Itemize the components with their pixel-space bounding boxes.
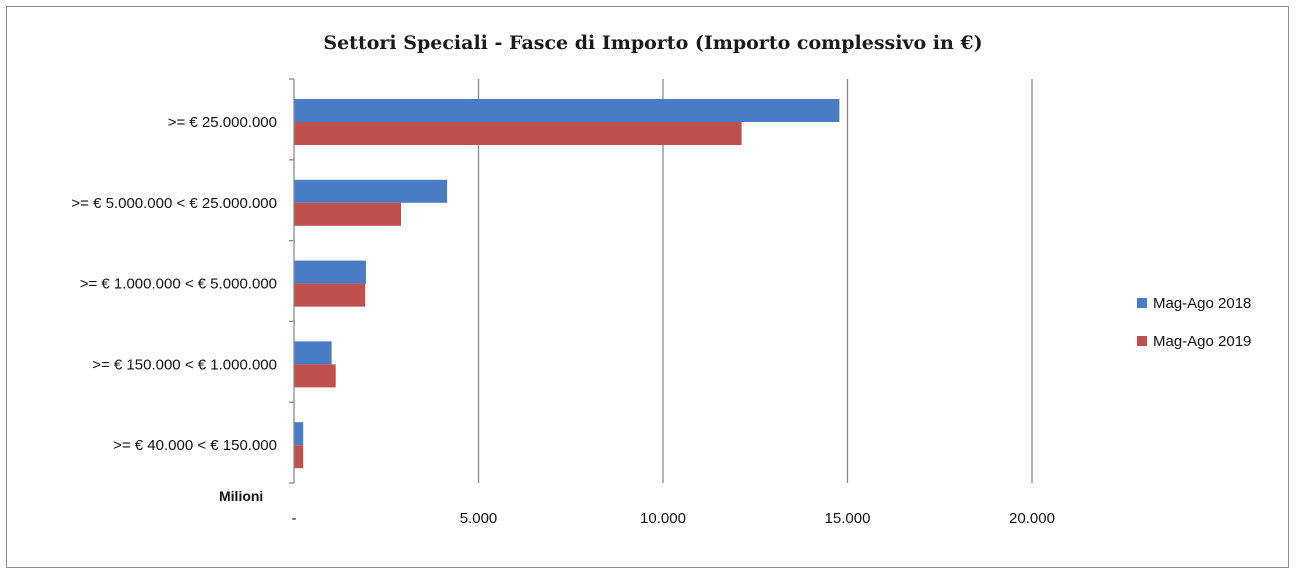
legend-label: Mag-Ago 2018: [1153, 295, 1251, 312]
bar: [294, 179, 448, 203]
x-tick-label: 5.000: [460, 510, 498, 527]
category-labels: >= € 25.000.000 >= € 5.000.000 < € 25.000…: [71, 114, 277, 454]
bar: [294, 445, 304, 469]
bar: [294, 341, 332, 365]
bars: [294, 99, 840, 469]
bar: [294, 283, 366, 307]
legend-label: Mag-Ago 2019: [1153, 333, 1251, 350]
bar: [294, 202, 402, 226]
bar: [294, 260, 366, 284]
category-label: >= € 5.000.000 < € 25.000.000: [71, 195, 277, 212]
x-tick-label: -: [292, 510, 297, 527]
bar: [294, 422, 304, 446]
unit-label: Milioni: [219, 488, 263, 504]
grid-lines: [477, 79, 1033, 483]
category-axis: [289, 78, 295, 484]
x-tick-label: 15.000: [825, 510, 871, 527]
bar-chart: Settori Speciali - Fasce di Importo (Imp…: [71, 32, 1251, 527]
bar: [294, 364, 336, 388]
category-label: >= € 150.000 < € 1.000.000: [92, 356, 277, 373]
legend-swatch: [1137, 298, 1147, 308]
chart-frame: Settori Speciali - Fasce di Importo (Imp…: [6, 6, 1289, 568]
category-label: >= € 25.000.000: [168, 114, 277, 131]
chart-title: Settori Speciali - Fasce di Importo (Imp…: [323, 32, 982, 54]
bar: [294, 99, 840, 122]
category-label: >= € 1.000.000 < € 5.000.000: [80, 276, 277, 293]
x-tick-label: 10.000: [640, 510, 686, 527]
legend: Mag-Ago 2018 Mag-Ago 2019: [1137, 295, 1251, 350]
bar: [294, 122, 742, 145]
legend-swatch: [1137, 336, 1147, 346]
x-tick-label: 20.000: [1009, 510, 1055, 527]
category-label: >= € 40.000 < € 150.000: [113, 437, 277, 454]
value-tick-labels: - 5.000 10.000 15.000 20.000: [292, 510, 1055, 527]
